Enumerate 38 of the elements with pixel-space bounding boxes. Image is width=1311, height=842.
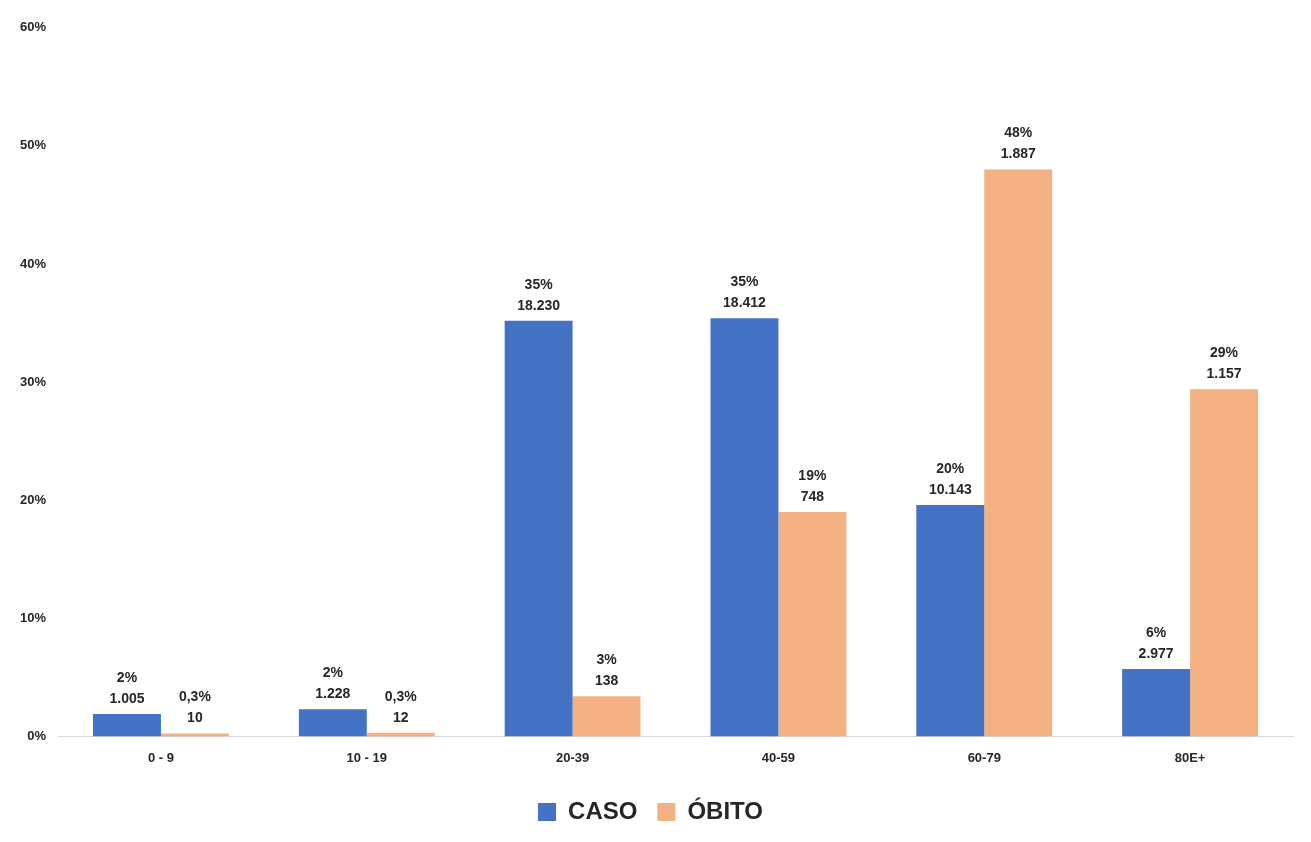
legend-label: ÓBITO <box>687 796 763 824</box>
x-tick-label: 80E+ <box>1174 749 1206 765</box>
bar <box>160 733 229 737</box>
data-label: 35% 18.230 <box>517 275 561 313</box>
y-tick-label: 40% <box>19 255 47 271</box>
data-label: 2% 1.228 <box>315 664 351 702</box>
data-label: 19% 748 <box>798 466 827 504</box>
bar <box>572 696 641 737</box>
y-tick-label: 60% <box>19 19 47 35</box>
x-tick-label: 0 - 9 <box>147 749 174 765</box>
bar <box>710 318 779 737</box>
data-label: 3% 138 <box>594 651 619 689</box>
y-tick-label: 20% <box>19 491 47 507</box>
bar <box>504 320 573 737</box>
data-label: 48% 1.887 <box>1000 124 1036 162</box>
bar <box>984 169 1053 737</box>
x-tick-label: 20-39 <box>555 749 590 765</box>
bar <box>916 504 985 737</box>
y-tick-label: 30% <box>19 373 47 389</box>
data-label: 0,3% 10 <box>178 688 212 726</box>
x-tick-label: 60-79 <box>967 749 1001 765</box>
y-tick-label: 0% <box>27 727 47 743</box>
bar <box>298 709 367 737</box>
bar <box>93 713 161 737</box>
bar <box>1122 669 1191 737</box>
x-tick-label: 10 - 19 <box>346 749 388 765</box>
data-label: 2% 1.005 <box>109 668 145 706</box>
data-label: 29% 1.157 <box>1206 344 1242 382</box>
bar <box>778 512 847 737</box>
y-tick-label: 10% <box>19 609 47 625</box>
data-label: 35% 18.412 <box>723 273 767 311</box>
x-tick-label: 40-59 <box>761 749 796 765</box>
data-label: 0,3% 12 <box>384 687 418 725</box>
y-tick-label: 50% <box>19 137 47 153</box>
bar <box>1190 389 1259 737</box>
data-label: 6% 2.977 <box>1138 623 1174 661</box>
legend-label: CASO <box>568 796 638 824</box>
data-label: 20% 10.143 <box>928 459 972 497</box>
